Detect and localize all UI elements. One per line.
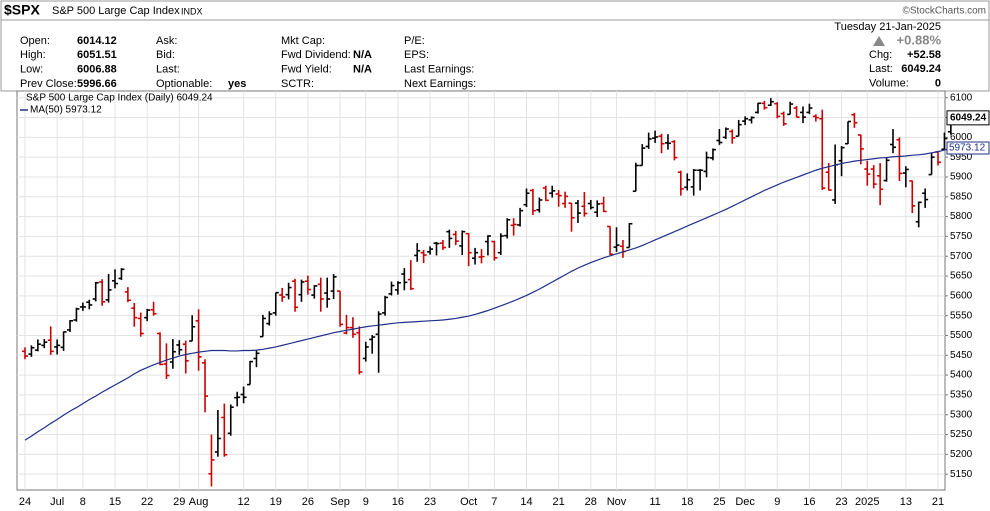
field-label: Chg: bbox=[869, 49, 892, 61]
x-tick-label: 22 bbox=[141, 496, 153, 508]
x-tick-label: Nov bbox=[607, 496, 627, 508]
y-tick-label: 5150 bbox=[950, 469, 973, 480]
field-label: Fwd Yield: bbox=[281, 64, 332, 76]
x-tick-label: Sep bbox=[330, 496, 350, 508]
x-tick-label: 15 bbox=[109, 496, 121, 508]
x-tick-label: 29 bbox=[173, 496, 185, 508]
ma-value-label: 5973.12 bbox=[949, 143, 986, 154]
field-label: Bid: bbox=[156, 49, 175, 61]
last-price-label: 6049.24 bbox=[950, 112, 987, 123]
field-label: Prev Close: bbox=[20, 78, 77, 90]
x-tick-label: 11 bbox=[649, 496, 660, 508]
y-tick-label: 5750 bbox=[950, 231, 973, 242]
y-tick-label: 5850 bbox=[950, 191, 973, 202]
y-tick-label: 5500 bbox=[950, 330, 973, 341]
field-value: N/A bbox=[353, 49, 372, 61]
y-tick-label: 6000 bbox=[950, 132, 973, 143]
x-tick-label: 8 bbox=[80, 496, 86, 508]
field-label: P/E: bbox=[404, 35, 425, 47]
x-tick-label: 21 bbox=[553, 496, 565, 508]
field-value: 6049.24 bbox=[901, 63, 942, 75]
field-value: 6051.51 bbox=[77, 49, 117, 61]
x-tick-label: 25 bbox=[713, 496, 725, 508]
y-tick-label: 5250 bbox=[950, 429, 973, 440]
field-label: Next Earnings: bbox=[404, 78, 476, 90]
ma-value-box bbox=[946, 141, 990, 155]
field-value: 5996.66 bbox=[77, 78, 117, 90]
legend-ma: MA(50) 5973.12 bbox=[30, 105, 102, 116]
x-tick-label: 16 bbox=[392, 496, 404, 508]
change-pct: +0.88% bbox=[897, 32, 942, 47]
x-tick-label: Dec bbox=[735, 496, 755, 508]
x-tick-label: 9 bbox=[363, 496, 369, 508]
y-tick-label: 5550 bbox=[950, 310, 973, 321]
y-tick-label: 5900 bbox=[950, 172, 973, 183]
field-label: Last: bbox=[869, 63, 893, 75]
last-price-box bbox=[946, 110, 990, 126]
x-tick-label: 13 bbox=[900, 496, 912, 508]
ma-line bbox=[24, 147, 952, 441]
field-label: High: bbox=[20, 49, 46, 61]
x-tick-label: 23 bbox=[424, 496, 436, 508]
field-label: Low: bbox=[20, 64, 43, 76]
y-tick-label: 5450 bbox=[950, 350, 973, 361]
x-tick-label: Jul bbox=[50, 496, 64, 508]
field-value: N/A bbox=[353, 64, 372, 76]
x-tick-label: 2025 bbox=[855, 496, 879, 508]
x-tick-label: Aug bbox=[189, 496, 209, 508]
x-tick-label: 9 bbox=[774, 496, 780, 508]
x-tick-label: 24 bbox=[19, 496, 31, 508]
x-tick-label: Oct bbox=[460, 496, 477, 508]
field-label: Fwd Dividend: bbox=[281, 49, 351, 61]
y-tick-label: 5200 bbox=[950, 449, 973, 460]
x-tick-label: 19 bbox=[270, 496, 282, 508]
y-tick-label: 5300 bbox=[950, 409, 973, 420]
field-label: Open: bbox=[20, 35, 50, 47]
x-tick-label: 26 bbox=[302, 496, 314, 508]
field-label: Volume: bbox=[869, 78, 909, 90]
x-tick-label: 12 bbox=[237, 496, 249, 508]
x-tick-label: 28 bbox=[585, 496, 597, 508]
field-label: SCTR: bbox=[281, 78, 314, 90]
field-label: Ask: bbox=[156, 35, 177, 47]
x-tick-label: 7 bbox=[491, 496, 497, 508]
credit: ©StockCharts.com bbox=[902, 6, 986, 17]
marks: 6049.24 5973.12 bbox=[22, 98, 990, 487]
y-tick-label: 5600 bbox=[950, 290, 973, 301]
grid: 5150 5200 5250 5300 5350 5400 5450 5500 5550 5600… bbox=[17, 91, 973, 508]
y-tick-label: 5350 bbox=[950, 390, 973, 401]
y-tick-label: 5650 bbox=[950, 271, 973, 282]
y-tick-label: 5950 bbox=[950, 152, 973, 163]
date: Tuesday 21-Jan-2025 bbox=[834, 21, 941, 33]
up-arrow bbox=[873, 36, 885, 46]
plot-frame bbox=[16, 90, 946, 491]
x-tick-label: 23 bbox=[835, 496, 847, 508]
field-label: EPS: bbox=[404, 49, 429, 61]
field-value: 6014.12 bbox=[77, 35, 117, 47]
field-value: 0 bbox=[935, 78, 941, 90]
symbol: $SPX bbox=[4, 2, 40, 18]
x-tick-label: 14 bbox=[520, 496, 532, 508]
x-tick-label: 18 bbox=[681, 496, 693, 508]
field-label: Last: bbox=[156, 64, 180, 76]
x-tick-label: 16 bbox=[803, 496, 815, 508]
x-tick-label: 21 bbox=[932, 496, 944, 508]
y-tick-label: 5400 bbox=[950, 370, 973, 381]
y-tick-label: 5700 bbox=[950, 251, 973, 262]
exchange: INDX bbox=[181, 6, 203, 16]
info-fields: Open: 6014.12 High: 6051.51 Low: 6006.88Prev … bbox=[20, 35, 942, 90]
field-label: Optionable: bbox=[156, 78, 212, 90]
field-label: Mkt Cap: bbox=[281, 35, 325, 47]
y-tick-label: 6100 bbox=[950, 92, 973, 103]
y-tick-label: 5800 bbox=[950, 211, 973, 222]
field-label: Last Earnings: bbox=[404, 64, 474, 76]
legend-price: S&P 500 Large Cap Index (Daily) 6049.24 bbox=[26, 93, 213, 104]
index-name: S&P 500 Large Cap Index bbox=[52, 5, 180, 17]
field-value: yes bbox=[228, 78, 246, 90]
field-value: 6006.88 bbox=[77, 64, 117, 76]
field-value: +52.58 bbox=[907, 49, 941, 61]
